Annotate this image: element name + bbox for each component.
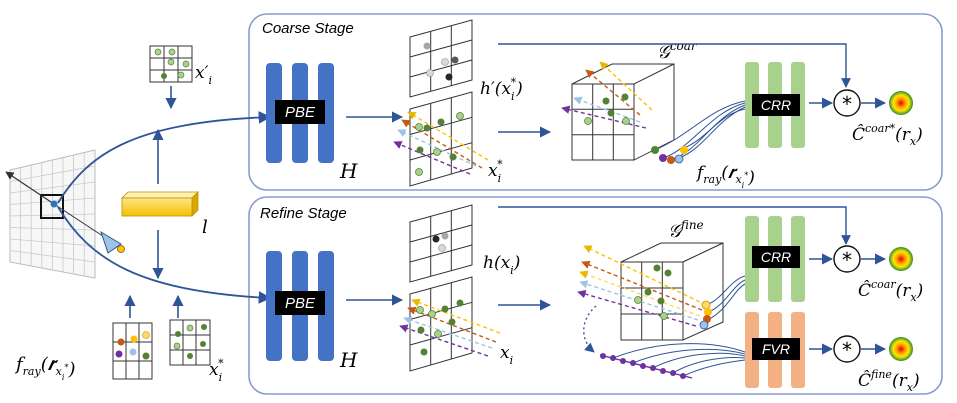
svg-text:*: * [842, 92, 852, 116]
multiply-node-fine: * [833, 335, 861, 363]
cube-g-coar [561, 61, 675, 161]
grid-f-ray [112, 322, 153, 380]
refine-ray-features [699, 275, 746, 330]
label-g-fine: 𝒢fine [668, 218, 704, 242]
grid-h-prime [409, 19, 473, 98]
multiply-node-refine-coar: * [833, 245, 861, 273]
label-x-i-star-coarse: xi* [488, 158, 503, 185]
svg-text:*: * [842, 248, 852, 272]
output-color-coarse-star [889, 91, 913, 115]
light-l-bar [121, 191, 199, 217]
label-h-prime: h′(xi*) [480, 76, 523, 103]
output-color-fine [889, 337, 913, 361]
svg-text:PBE: PBE [285, 295, 316, 312]
label-f-ray-coarse: fray(𝒓xi*) [695, 163, 755, 190]
label-x-i-refine: xi [500, 343, 513, 367]
curve-to-refine-pbe [57, 206, 272, 304]
label-h: h(xi) [483, 253, 520, 277]
label-c-coar: Ĉcoar(rx) [858, 278, 923, 304]
refine-stage-title: Refine Stage [260, 205, 347, 222]
ray-pixel-point [50, 200, 58, 208]
svg-text:*: * [842, 338, 852, 362]
grid-x-i-prime [149, 45, 193, 83]
svg-text:CRR: CRR [761, 249, 791, 265]
label-x-i-star-left: xi* [209, 357, 224, 384]
skip-arrow-coarse [498, 43, 851, 88]
label-H-coarse: H [339, 159, 358, 183]
pbe-block-refine: PBE [266, 251, 334, 361]
fine-sample-points [599, 343, 746, 379]
label-c-coar-star: Ĉcoar*(rx) [852, 122, 923, 148]
dotted-fine-sampling [583, 305, 597, 353]
grid-x-refine [399, 276, 501, 372]
label-x-i-prime: x′i [195, 63, 212, 87]
pbe-block-coarse: PBE [266, 63, 334, 163]
skip-arrow-refine [498, 206, 851, 245]
label-H-refine: H [339, 348, 358, 372]
ray-backward-arrow [5, 171, 55, 205]
cube-g-fine [577, 242, 724, 341]
coarse-stage-title: Coarse Stage [262, 20, 354, 37]
label-l: l [202, 217, 208, 238]
svg-text:CRR: CRR [761, 97, 791, 113]
grid-x-star-coarse [393, 91, 489, 187]
camera-icon [100, 230, 125, 254]
label-c-fine: Ĉfine(rx) [858, 368, 920, 394]
grid-x-i-star [169, 319, 211, 366]
fvr-block: FVR [745, 312, 805, 388]
label-g-coar: 𝒢coar [657, 39, 698, 63]
multiply-node-coarse: * [833, 89, 861, 117]
input-image-grid [9, 149, 96, 279]
crr-block-refine: CRR [745, 216, 805, 302]
curve-to-coarse-pbe [57, 111, 272, 204]
crr-block-coarse: CRR [745, 62, 805, 148]
coarse-ray-features [651, 100, 746, 164]
svg-text:FVR: FVR [762, 341, 790, 357]
label-f-ray-left: fray(𝒓xi*) [14, 354, 75, 382]
output-color-coar [889, 247, 913, 271]
svg-text:PBE: PBE [285, 104, 316, 121]
grid-h [409, 204, 473, 283]
